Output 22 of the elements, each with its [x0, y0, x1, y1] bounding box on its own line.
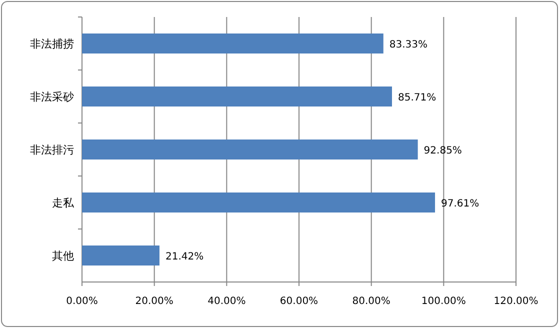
- x-tick-label: 100.00%: [421, 296, 466, 307]
- bar: [82, 140, 418, 160]
- x-tick-label: 60.00%: [280, 296, 318, 307]
- data-label: 21.42%: [165, 252, 204, 262]
- x-tick-label: 0.00%: [66, 296, 98, 307]
- x-tick-label: 20.00%: [135, 296, 174, 307]
- data-label: 83.33%: [389, 40, 428, 50]
- bar: [82, 192, 436, 212]
- y-tick-label: 走私: [52, 196, 75, 210]
- x-tick-label: 120.00%: [494, 296, 538, 307]
- x-tick-label: 80.00%: [352, 296, 390, 307]
- y-tick-label: 非法捕捞: [30, 38, 74, 50]
- data-label: 92.85%: [424, 146, 462, 156]
- y-tick-label: 其他: [52, 250, 74, 262]
- bar: [82, 86, 392, 106]
- data-label: 85.71%: [398, 92, 436, 104]
- y-tick-label: 非法排污: [30, 144, 74, 156]
- x-tick-label: 40.00%: [208, 296, 246, 307]
- bar: [82, 246, 160, 266]
- y-tick-label: 非法采砂: [30, 90, 74, 104]
- bar: [82, 34, 384, 54]
- data-label: 97.61%: [441, 198, 480, 210]
